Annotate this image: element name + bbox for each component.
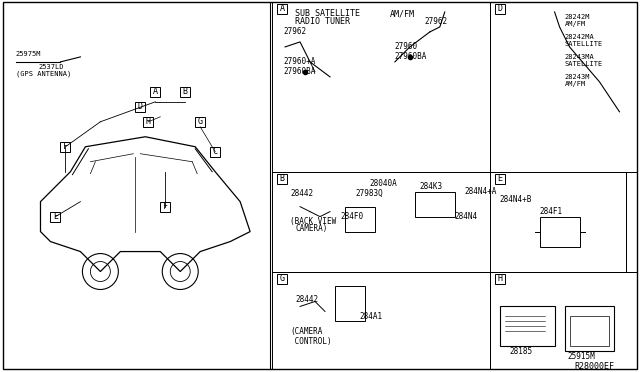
Text: 28040A: 28040A [370,179,397,188]
Text: F: F [163,202,168,211]
Bar [540,217,580,247]
Bar [495,4,505,14]
Bar [335,286,365,321]
Bar [277,174,287,184]
Text: D: D [497,4,502,13]
Text: SATELLITE: SATELLITE [564,41,603,47]
Text: G: G [198,117,203,126]
Text: 25975M: 25975M [15,51,41,57]
Text: E: E [53,212,58,221]
Text: H: H [146,117,151,126]
Text: E: E [497,174,502,183]
Text: 27962: 27962 [283,28,306,36]
Bar [135,102,145,112]
Text: RADIO TUNER: RADIO TUNER [295,17,350,26]
Text: C: C [212,147,218,156]
Bar [180,87,190,97]
Text: 284A1: 284A1 [360,312,383,321]
Bar [495,273,505,283]
Text: 284K3: 284K3 [420,182,443,191]
Text: D: D [138,102,143,111]
Text: 27983Q: 27983Q [355,189,383,198]
Text: 27960BA: 27960BA [395,52,428,61]
Bar [500,307,555,346]
Text: B: B [280,174,285,183]
Text: CONTROL): CONTROL) [290,337,332,346]
Bar [490,2,637,172]
Text: A: A [153,87,158,96]
Text: AM/FM: AM/FM [564,81,586,87]
Bar [51,212,60,222]
Text: 25915M: 25915M [568,352,595,361]
Bar [210,147,220,157]
Text: 2537LD: 2537LD [38,64,64,70]
Text: 284N4+B: 284N4+B [500,195,532,204]
Bar [272,2,490,172]
Bar [277,273,287,283]
Bar [627,172,637,272]
Text: AM/FM: AM/FM [390,9,415,19]
Bar [150,87,160,97]
Bar [272,272,490,369]
Text: 284F0: 284F0 [340,212,363,221]
Text: G: G [280,274,285,283]
Text: 27960: 27960 [395,42,418,51]
Text: 28442: 28442 [290,189,313,198]
Bar [195,117,205,127]
Text: 28185: 28185 [509,347,532,356]
Text: A: A [280,4,285,13]
Text: SUB SATELLITE: SUB SATELLITE [295,9,360,19]
Bar [345,206,375,232]
Text: 28243MA: 28243MA [564,54,595,60]
Bar [415,192,455,217]
Text: 284F1: 284F1 [540,207,563,216]
Text: 284N4+A: 284N4+A [465,187,497,196]
Bar [143,117,154,127]
Text: 28242MA: 28242MA [564,34,595,40]
Bar [495,174,505,184]
Bar [490,172,637,272]
Bar [160,202,170,212]
Text: F: F [63,142,68,151]
Text: H: H [497,274,502,283]
Text: 28243M: 28243M [564,74,590,80]
Text: B: B [183,87,188,96]
Text: (GPS ANTENNA): (GPS ANTENNA) [15,71,71,77]
Text: 284N4: 284N4 [455,212,478,221]
Text: R28000EF: R28000EF [575,362,614,371]
Text: 28242M: 28242M [564,14,590,20]
Text: (BACK VIEW: (BACK VIEW [290,217,336,226]
Bar [490,272,637,369]
Text: SATELLITE: SATELLITE [564,61,603,67]
Text: (CAMERA: (CAMERA [290,327,323,336]
Bar [564,307,614,352]
Text: 27962: 27962 [425,17,448,26]
Text: 28442: 28442 [295,295,318,304]
Text: 27960+A: 27960+A [283,57,316,66]
Text: AM/FM: AM/FM [564,21,586,27]
Bar [60,142,70,152]
Text: 27960BA: 27960BA [283,67,316,76]
Bar [570,317,609,346]
Text: CAMERA): CAMERA) [295,224,328,233]
Bar [272,172,627,272]
Bar [277,4,287,14]
